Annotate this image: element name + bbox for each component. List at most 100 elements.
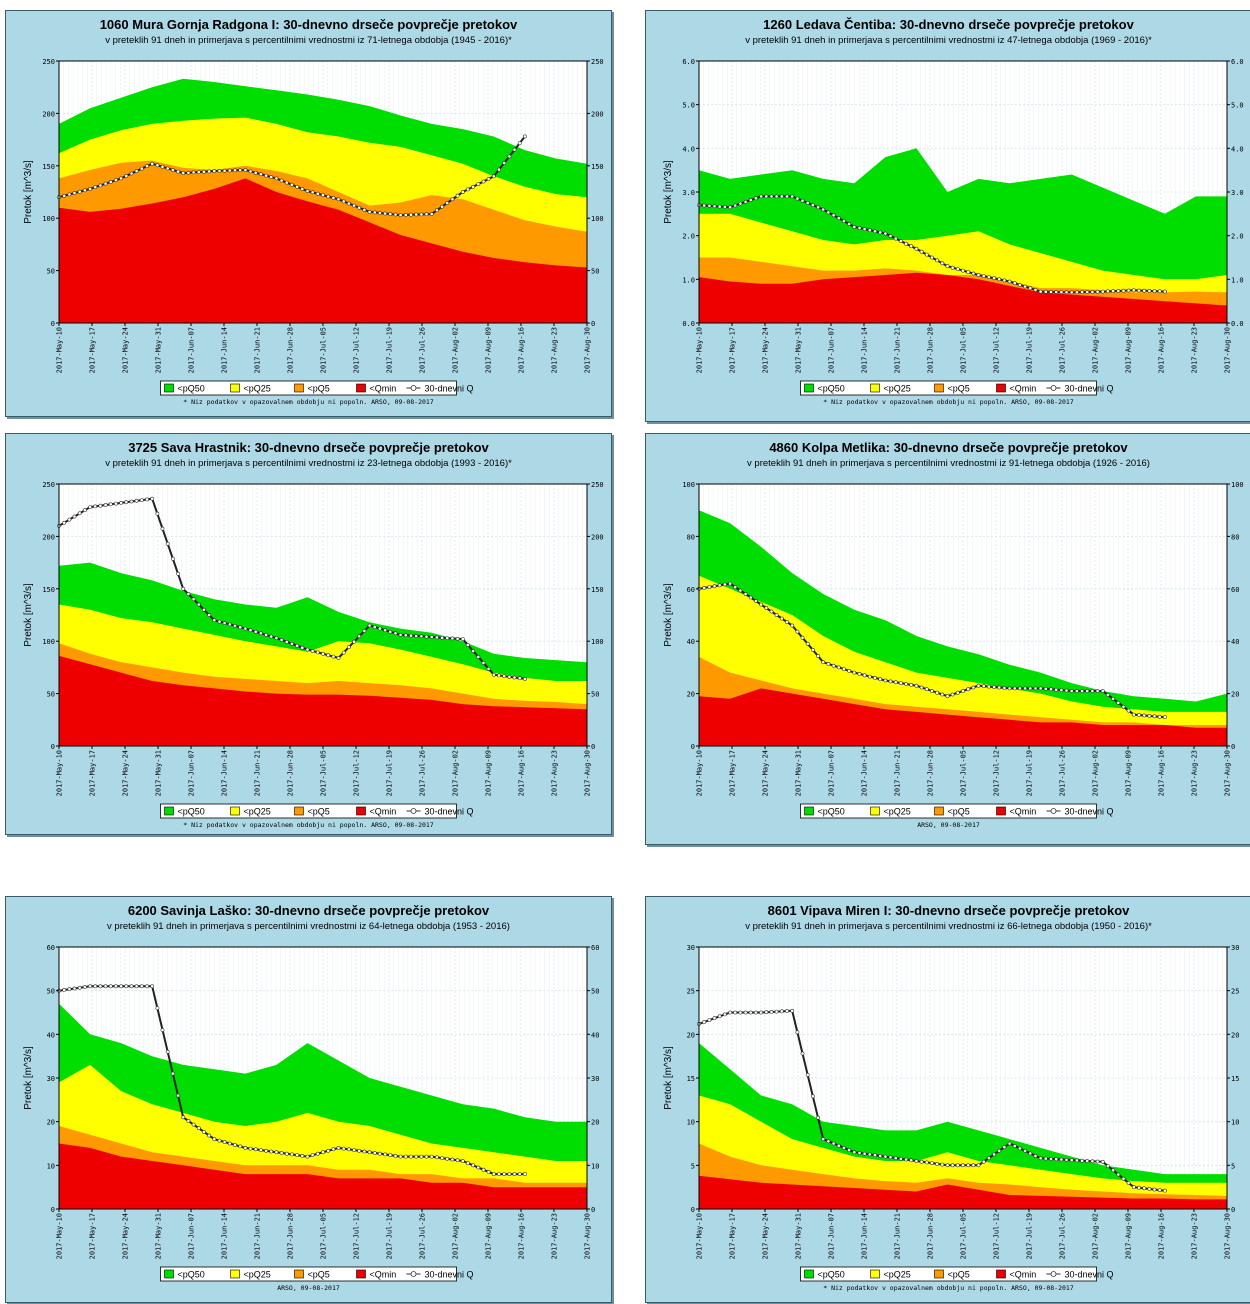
series-point [883, 231, 888, 236]
series-point [517, 1172, 522, 1177]
series-point [346, 201, 351, 206]
series-point [1090, 689, 1095, 693]
series-point [77, 985, 82, 990]
series-point [754, 196, 758, 201]
y-tick-label-left: 15 [687, 1075, 695, 1083]
series-point [176, 1093, 181, 1098]
series-point [1023, 1148, 1028, 1153]
series-point [170, 1071, 175, 1076]
legend-label: <pQ5 [308, 807, 330, 817]
x-tick-label: 2017-Aug-30 [1224, 1213, 1232, 1259]
series-point [1157, 714, 1162, 719]
x-tick-label: 2017-May-17 [729, 327, 737, 373]
series-point [759, 194, 764, 199]
chart-footnote: * Niz podatkov v opazovalnem obdobju ni … [823, 1284, 1074, 1292]
series-point [898, 681, 903, 686]
series-point [707, 1018, 712, 1023]
series-point [310, 1153, 315, 1158]
series-point [388, 1153, 393, 1158]
series-point [357, 205, 362, 210]
series-point [207, 1133, 212, 1138]
series-point [1142, 288, 1147, 293]
y-tick-label-right: 0 [591, 1206, 595, 1214]
series-point [945, 694, 950, 699]
series-point [878, 230, 883, 235]
y-tick-label-right: 0 [591, 320, 595, 328]
series-point [346, 1147, 351, 1152]
series-point [160, 526, 165, 531]
series-point [1074, 689, 1079, 693]
series-point [779, 616, 784, 621]
series-point [315, 1151, 320, 1156]
series-point [733, 1010, 738, 1015]
series-point [155, 1006, 160, 1011]
series-point [502, 161, 507, 165]
chart-footnote: ARSO, 09-08-2017 [917, 821, 980, 829]
x-tick-label: 2017-Jul-05 [960, 327, 968, 373]
series-point [326, 653, 331, 658]
series-point [847, 222, 852, 226]
series-point [129, 171, 134, 176]
legend-swatch-pQ25 [870, 806, 880, 816]
series-point [1147, 1186, 1152, 1191]
series-point [743, 592, 748, 596]
series-point [1049, 1156, 1053, 1161]
series-point [779, 194, 784, 199]
y-tick-label-right: 20 [1231, 691, 1239, 699]
series-point [1100, 1159, 1105, 1164]
series-point [1137, 1185, 1141, 1190]
series-point [279, 638, 284, 642]
series-point [852, 670, 857, 675]
series-point [88, 186, 93, 191]
series-point [512, 147, 517, 152]
y-axis-label: Pretok [m^3/s] [23, 583, 34, 647]
x-tick-label: 2017-Jul-12 [353, 750, 361, 796]
series-point [1059, 1157, 1064, 1162]
series-point [966, 1163, 971, 1168]
series-point [1012, 281, 1017, 286]
series-point [98, 183, 103, 188]
chart-subtitle: v preteklih 91 dneh in primerjava s perc… [745, 35, 1152, 46]
series-point [1064, 290, 1069, 295]
series-point [388, 629, 393, 634]
series-point [119, 176, 124, 181]
y-tick-label-left: 150 [42, 163, 55, 171]
series-point [857, 1151, 862, 1155]
series-point [826, 661, 831, 666]
x-tick-label: 2017-Jun-14 [861, 750, 869, 796]
series-point [522, 677, 527, 681]
series-point [507, 154, 512, 159]
series-point [227, 168, 232, 173]
series-point [816, 654, 821, 658]
series-point [305, 647, 310, 652]
series-point [191, 597, 196, 602]
series-point [935, 258, 940, 263]
series-point [67, 987, 72, 992]
series-point [893, 1156, 898, 1161]
legend-swatch-pQ5 [294, 806, 304, 816]
series-point [1085, 689, 1090, 693]
series-point [201, 169, 206, 174]
series-point [1157, 1188, 1162, 1193]
series-point [743, 199, 748, 204]
y-tick-label-right: 250 [591, 58, 604, 66]
legend-label: <pQ50 [178, 384, 205, 394]
series-point [512, 1172, 517, 1177]
series-point [445, 201, 450, 205]
series-point [914, 246, 919, 251]
series-point [1085, 290, 1090, 294]
series-point [790, 623, 795, 628]
legend-swatch-pQ25 [230, 1269, 240, 1279]
y-tick-label-right: 4.0 [1231, 145, 1244, 153]
chart-subtitle: v preteklih 91 dneh in primerjava s perc… [105, 458, 512, 469]
y-tick-label-left: 5 [691, 1162, 695, 1170]
series-point [992, 276, 997, 281]
series-point [702, 203, 707, 208]
y-tick-label-right: 30 [1231, 944, 1239, 952]
series-point [1074, 290, 1079, 295]
legend-label: 30-dnevni Q [1065, 807, 1114, 817]
series-point [222, 621, 227, 625]
series-point [997, 685, 1002, 690]
y-tick-label-left: 100 [42, 215, 55, 223]
series-point [1137, 713, 1141, 717]
